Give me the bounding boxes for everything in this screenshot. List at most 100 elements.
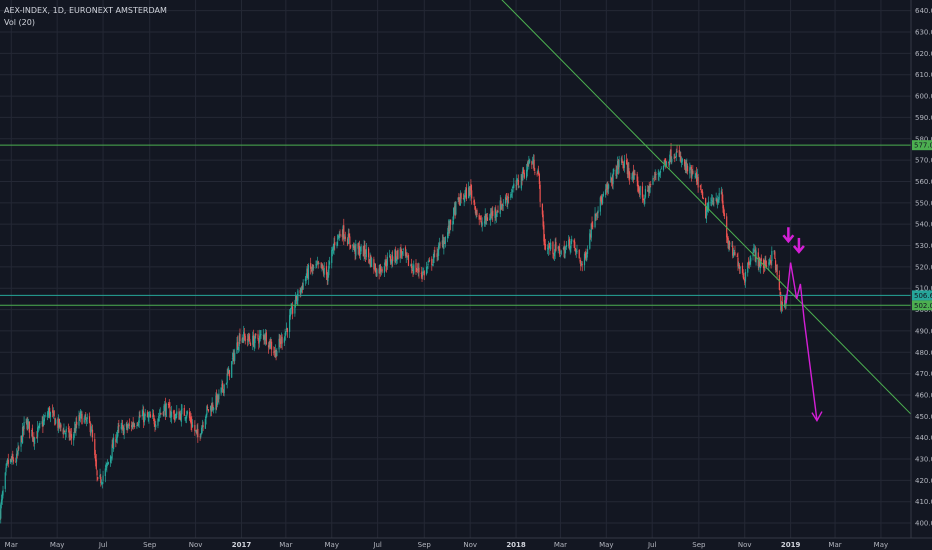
candle-body (695, 174, 697, 176)
candle-body (21, 427, 24, 444)
candle-body (252, 335, 254, 345)
candle-body (201, 427, 203, 435)
candle-body (222, 383, 224, 390)
candle-body (644, 189, 647, 198)
candle-body (647, 185, 650, 193)
candle-body (754, 249, 756, 262)
candle-body (38, 424, 40, 428)
candle-body (744, 279, 746, 283)
candle-body (174, 416, 176, 419)
price-tick-label: 450.00 (915, 413, 932, 421)
price-tick-label: 530.00 (915, 242, 932, 250)
candle-body (381, 269, 383, 272)
candle-body (469, 185, 471, 197)
candle-body (537, 170, 539, 174)
candle-body (81, 413, 83, 425)
candle-body (12, 454, 14, 459)
candle-body (538, 174, 540, 185)
candle-body (690, 166, 692, 178)
candle-body (374, 263, 376, 272)
candle-body (260, 334, 262, 335)
price-level-badge (912, 140, 932, 151)
candle-body (434, 250, 436, 252)
candle-body (632, 170, 635, 180)
candle-body (20, 436, 22, 447)
candle-body (653, 176, 656, 178)
candle-body (73, 427, 76, 434)
candle-body (680, 160, 683, 163)
candle-body (9, 458, 12, 463)
candle-body (773, 250, 775, 252)
time-tick-label: Sep (692, 541, 706, 549)
candle-body (762, 259, 765, 269)
candle-body (363, 245, 365, 255)
candle-body (674, 156, 677, 158)
candle-body (507, 197, 510, 199)
candle-body (781, 303, 783, 311)
candle-body (131, 423, 133, 429)
candle-body (100, 476, 102, 484)
volume-indicator-label[interactable]: Vol (20) (4, 18, 35, 27)
candle-body (70, 434, 73, 439)
candle-body (496, 211, 498, 213)
candle-body (610, 178, 613, 181)
candle-body (148, 416, 150, 418)
candle-body (179, 413, 182, 420)
candle-body (325, 266, 328, 275)
candle-body (722, 200, 724, 209)
candle-body (441, 240, 443, 245)
candle-body (616, 169, 618, 178)
time-axis[interactable]: Mar May Jul Sep Nov 2017 Mar May Jul Sep Nov 2018 Ma… (5, 541, 888, 549)
candle-body (437, 254, 439, 256)
candle-body (415, 262, 417, 273)
candle-body (784, 300, 786, 307)
price-level-label: 577.00 (914, 142, 932, 150)
candle-body (316, 262, 319, 264)
candle-body (583, 253, 586, 266)
candle-body (649, 186, 651, 193)
candle-body (532, 162, 534, 164)
candle-body (279, 341, 282, 344)
candle-body (195, 429, 197, 431)
candle-body (396, 250, 398, 259)
candle-body (247, 334, 249, 343)
candle-body (668, 159, 671, 166)
candle-body (216, 394, 219, 405)
candle-body (600, 197, 602, 202)
candle-body (702, 191, 704, 199)
candle-body (568, 239, 570, 247)
candle-body (431, 258, 433, 266)
candle-body (501, 204, 504, 206)
candle-body (48, 408, 50, 415)
price-tick-label: 570.00 (915, 157, 932, 165)
candle-body (769, 260, 771, 261)
candle-body (686, 165, 689, 172)
projection-path[interactable] (785, 262, 818, 421)
candle-body (127, 427, 129, 429)
candle-body (159, 413, 161, 415)
candle-body (660, 168, 662, 170)
candle-body (186, 411, 188, 414)
candle-body (49, 407, 51, 417)
candle-body (342, 226, 344, 238)
candle-body (675, 152, 677, 158)
candle-body (394, 249, 396, 262)
candle-body (750, 257, 752, 262)
candle-body (354, 246, 356, 255)
candle-body (765, 260, 767, 265)
symbol-title[interactable]: AEX-INDEX, 1D, EURONEXT AMSTERDAM (4, 6, 167, 15)
candle-body (738, 266, 740, 268)
candle-body (544, 244, 546, 250)
candle-body (386, 265, 388, 267)
candle-body (164, 403, 167, 416)
candle-body (184, 417, 186, 419)
descending-trend-line[interactable] (496, 0, 912, 415)
candle-body (697, 177, 699, 188)
candle-body (207, 409, 209, 412)
candle-body (465, 189, 467, 194)
candle-body (400, 249, 402, 253)
price-axis[interactable]: 400.00 410.00 420.00 430.00 440.00 450.00 460.… (915, 7, 932, 527)
time-tick-label: Jul (647, 541, 657, 549)
candle-body (678, 150, 680, 157)
